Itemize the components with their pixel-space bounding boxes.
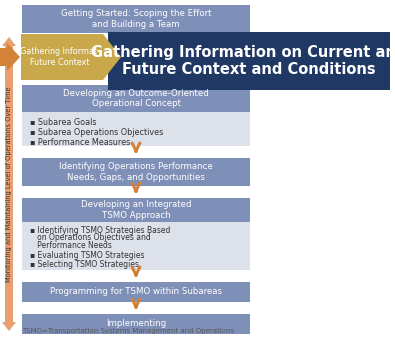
Polygon shape [2,37,16,46]
Text: Implementing: Implementing [106,319,166,329]
Polygon shape [21,34,121,80]
Text: ▪ Subarea Operations Objectives: ▪ Subarea Operations Objectives [30,128,163,137]
Text: Getting Started: Scoping the Effort
and Building a Team: Getting Started: Scoping the Effort and … [61,9,211,29]
Text: TSMO=Transportation Systems Management and Operations: TSMO=Transportation Systems Management a… [22,328,234,334]
Polygon shape [0,43,20,71]
Text: Gathering Informat-
Future Context: Gathering Informat- Future Context [20,47,100,67]
Bar [22,222,250,270]
Bar [5,46,13,322]
Text: ▪ Subarea Goals: ▪ Subarea Goals [30,118,96,127]
Bar [22,85,250,112]
Text: ▪ Performance Measures: ▪ Performance Measures [30,138,130,147]
Bar [22,198,250,222]
Bar [22,112,250,146]
Text: Gathering Information on Current and
Future Context and Conditions: Gathering Information on Current and Fut… [91,45,395,77]
Text: ▪ Selecting TSMO Strategies: ▪ Selecting TSMO Strategies [30,260,139,269]
Text: Developing an Outcome-Oriented
Operational Concept: Developing an Outcome-Oriented Operation… [63,89,209,108]
Bar [22,314,250,334]
Text: ▪ Identifying TSMO Strategies Based: ▪ Identifying TSMO Strategies Based [30,226,170,235]
Text: Performance Needs: Performance Needs [30,241,112,250]
Bar [22,158,250,186]
Bar [22,5,250,33]
Bar [108,32,390,90]
Text: Monitoring and Maintaining Level of Operations Over Time: Monitoring and Maintaining Level of Oper… [6,86,12,282]
Text: Identifying Operations Performance
Needs, Gaps, and Opportunities: Identifying Operations Performance Needs… [59,162,213,182]
Text: Developing an Integrated
TSMO Approach: Developing an Integrated TSMO Approach [81,200,191,220]
Bar [22,282,250,302]
Text: Programming for TSMO within Subareas: Programming for TSMO within Subareas [50,288,222,296]
Text: on Operations Objectives and: on Operations Objectives and [30,234,151,242]
Polygon shape [2,322,16,331]
Text: ▪ Evaluating TSMO Strategies: ▪ Evaluating TSMO Strategies [30,250,145,260]
